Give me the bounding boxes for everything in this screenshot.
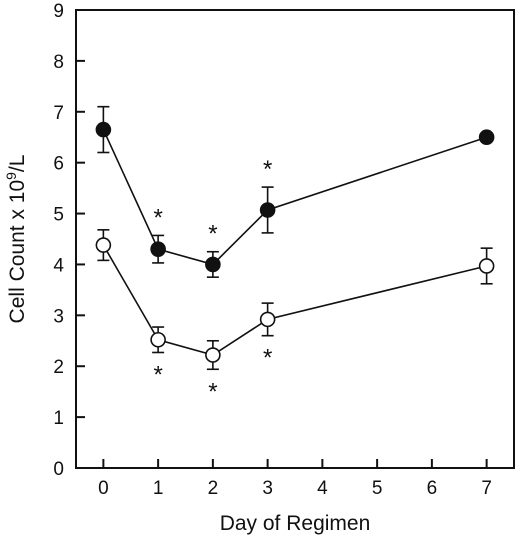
y-tick-label: 1 bbox=[53, 408, 64, 429]
significance-star: * bbox=[208, 221, 217, 248]
x-tick-label: 3 bbox=[262, 478, 273, 499]
y-axis-label-main: Cell Count x 10 bbox=[6, 180, 29, 324]
x-tick-label: 4 bbox=[317, 478, 328, 499]
x-axis-label: Day of Regimen bbox=[220, 512, 371, 535]
y-axis-label-unit: /L bbox=[6, 155, 29, 173]
data-point bbox=[259, 311, 276, 328]
data-point bbox=[95, 237, 112, 253]
x-tick-label: 6 bbox=[427, 478, 438, 499]
x-tick-label: 5 bbox=[372, 478, 383, 499]
data-point bbox=[205, 347, 221, 363]
y-tick-label: 0 bbox=[53, 459, 64, 480]
ticks: 0 1 2 3 4 5 6 7 8 9 0 1 2 3 4 5 6 7 bbox=[53, 1, 491, 499]
y-tick-label: 2 bbox=[53, 357, 64, 378]
data-point bbox=[150, 331, 166, 348]
y-tick-label: 3 bbox=[53, 306, 64, 327]
axes bbox=[75, 9, 515, 469]
y-tick-label: 8 bbox=[53, 52, 64, 73]
y-tick-label: 4 bbox=[53, 255, 64, 276]
data-point bbox=[478, 258, 495, 274]
data-point bbox=[259, 202, 276, 218]
series-1 bbox=[95, 105, 495, 278]
data-point bbox=[95, 121, 112, 138]
data-point bbox=[150, 241, 166, 257]
x-tick-label: 7 bbox=[481, 478, 492, 499]
y-axis-label: Cell Count x 109/L bbox=[3, 155, 29, 324]
series-layer bbox=[95, 105, 495, 371]
significance-star: * bbox=[153, 361, 162, 388]
x-tick-label: 2 bbox=[208, 478, 219, 499]
annotations: * * * * * * bbox=[153, 156, 272, 405]
data-point bbox=[205, 256, 221, 273]
significance-star: * bbox=[263, 345, 272, 372]
plot-frame bbox=[75, 9, 515, 469]
significance-star: * bbox=[208, 378, 217, 405]
significance-star: * bbox=[263, 156, 272, 183]
x-tick-label: 0 bbox=[98, 478, 109, 499]
data-point bbox=[478, 129, 495, 146]
y-tick-label: 7 bbox=[53, 103, 64, 124]
y-tick-label: 9 bbox=[53, 1, 64, 22]
y-tick-label: 6 bbox=[53, 154, 64, 175]
significance-star: * bbox=[153, 204, 162, 231]
series-2 bbox=[95, 229, 495, 371]
x-tick-label: 1 bbox=[153, 478, 164, 499]
y-tick-label: 5 bbox=[53, 205, 64, 226]
y-axis-label-exponent: 9 bbox=[3, 172, 19, 180]
